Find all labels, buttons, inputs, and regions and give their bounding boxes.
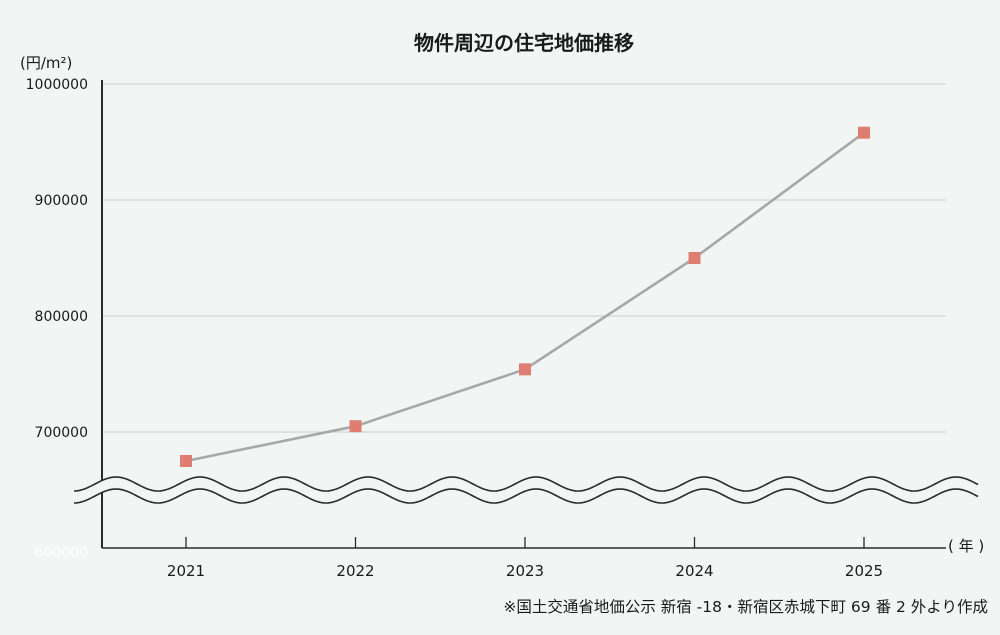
x-tick-label: 2022 — [336, 562, 374, 580]
axis-break-wave — [73, 476, 979, 504]
y-tick-labels: 1000000 900000 800000 700000 600000 — [26, 77, 88, 561]
y-tick-label: 900000 — [35, 193, 88, 209]
chart-title: 物件周辺の住宅地価推移 — [414, 31, 634, 55]
y-tick-label: 800000 — [35, 309, 88, 325]
series-line — [185, 131, 865, 463]
data-point-2024 — [688, 252, 701, 264]
data-point-2022 — [349, 420, 362, 433]
axis-break-wave-upper — [73, 476, 979, 492]
data-point-2023 — [519, 363, 531, 376]
y-axis-unit-label: (円/m²) — [20, 54, 72, 72]
series-land-price — [180, 126, 870, 467]
x-axis-unit-label: ( 年 ) — [948, 537, 984, 555]
y-tick-label: 700000 — [35, 425, 88, 441]
y-tick-label: 1000000 — [26, 77, 88, 93]
grid-lines — [102, 83, 946, 433]
x-tick-label: 2023 — [506, 562, 544, 580]
axes — [101, 80, 946, 549]
axis-break-band — [74, 477, 978, 503]
axis-break-wave-lower — [73, 488, 979, 504]
x-tick-label: 2024 — [675, 562, 713, 580]
x-tick-label: 2025 — [845, 562, 883, 580]
x-tick-labels: 2021 2022 2023 2024 2025 — [167, 537, 883, 580]
source-note: ※国土交通省地価公示 新宿 -18・新宿区赤城下町 69 番 2 外より作成 — [503, 598, 988, 616]
y-tick-label-floor: 600000 — [35, 545, 88, 561]
data-point-2021 — [180, 455, 192, 467]
data-point-2025 — [858, 126, 870, 139]
x-tick-label: 2021 — [167, 562, 205, 580]
